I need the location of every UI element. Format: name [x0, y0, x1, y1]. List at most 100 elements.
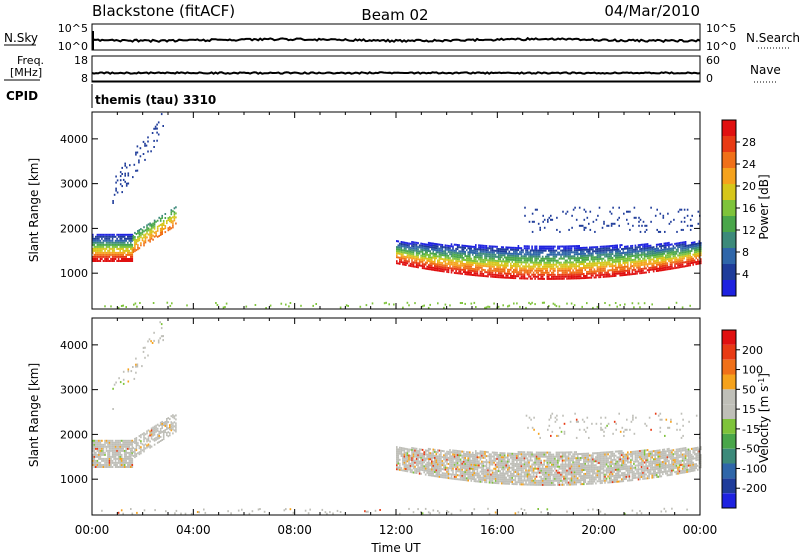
data-cell [447, 254, 450, 257]
data-cell [105, 445, 108, 448]
data-cell [690, 256, 693, 258]
data-cell [698, 242, 701, 245]
data-cell [693, 245, 696, 248]
data-cell [646, 249, 649, 252]
data-cell [125, 258, 127, 260]
data-cell [396, 450, 398, 453]
data-cell [684, 253, 687, 256]
data-cell [543, 247, 545, 250]
data-cell [607, 259, 609, 262]
data-cell [415, 464, 418, 466]
data-cell [123, 251, 126, 254]
data-cell [649, 262, 652, 265]
data-cell [633, 254, 635, 257]
data-cell [516, 459, 518, 461]
data-cell [583, 218, 586, 221]
data-cell [576, 251, 579, 254]
data-cell [608, 275, 611, 278]
data-cell [138, 435, 141, 438]
data-cell [622, 260, 625, 262]
data-cell [443, 458, 445, 461]
data-cell [674, 267, 676, 270]
data-cell [602, 249, 605, 252]
data-cell [595, 252, 597, 255]
data-cell [452, 253, 454, 256]
data-cell [558, 277, 561, 280]
data-cell [469, 463, 471, 466]
data-cell [482, 262, 485, 265]
data-cell [412, 449, 415, 452]
data-cell [462, 479, 465, 481]
data-cell [528, 267, 530, 270]
data-cell [616, 254, 618, 257]
data-cell [101, 255, 103, 258]
data-cell [175, 418, 177, 421]
data-cell [472, 461, 474, 464]
data-cell [98, 253, 100, 256]
data-cell [493, 249, 495, 252]
data-cell [105, 247, 108, 250]
data-cell [665, 264, 667, 267]
data-cell [96, 459, 99, 462]
data-cell [473, 270, 476, 273]
data-cell [564, 259, 567, 262]
data-cell [473, 258, 476, 260]
data-cell [104, 233, 106, 236]
data-cell [456, 468, 459, 471]
data-cell [456, 454, 459, 457]
data-cell [598, 206, 601, 209]
data-cell [467, 467, 469, 470]
data-cell [479, 254, 482, 257]
data-cell [513, 473, 515, 475]
data-cell [631, 247, 634, 249]
data-cell [115, 175, 117, 178]
data-cell [525, 249, 527, 252]
data-cell [531, 212, 534, 215]
data-cell [493, 267, 495, 270]
data-cell [507, 480, 509, 483]
data-cell [627, 249, 629, 252]
data-cell [502, 276, 504, 279]
data-cell [469, 473, 471, 476]
data-cell [446, 262, 448, 265]
data-cell [581, 252, 583, 255]
data-cell [130, 466, 132, 468]
data-cell [640, 268, 643, 270]
data-cell [127, 370, 130, 373]
data-cell [96, 441, 99, 444]
data-cell [636, 264, 638, 267]
data-cell [516, 249, 518, 251]
data-cell [613, 246, 615, 249]
data-cell [149, 228, 151, 231]
data-cell [465, 249, 468, 252]
data-cell [516, 455, 518, 457]
data-cell [622, 268, 625, 271]
data-cell [672, 255, 675, 258]
data-cell [481, 272, 483, 275]
data-cell [421, 448, 424, 451]
data-cell [690, 247, 693, 250]
data-cell [164, 423, 167, 425]
data-cell [494, 479, 497, 482]
data-cell [663, 244, 666, 247]
data-cell [121, 191, 123, 194]
data-cell [502, 260, 504, 263]
data-cell [514, 458, 517, 461]
data-cell [123, 260, 126, 262]
data-cell [143, 450, 145, 453]
data-cell [396, 454, 398, 457]
data-cell [443, 466, 445, 469]
data-cell [642, 263, 644, 266]
data-cell [159, 217, 162, 220]
data-cell [634, 256, 637, 259]
data-cell [686, 214, 689, 217]
data-cell [396, 458, 398, 461]
data-cell [403, 459, 406, 462]
data-cell [127, 380, 130, 383]
data-cell [114, 449, 117, 452]
data-cell [511, 458, 514, 461]
data-cell [467, 253, 469, 256]
data-cell [475, 274, 477, 277]
data-cell [494, 457, 497, 460]
data-cell [147, 439, 150, 442]
